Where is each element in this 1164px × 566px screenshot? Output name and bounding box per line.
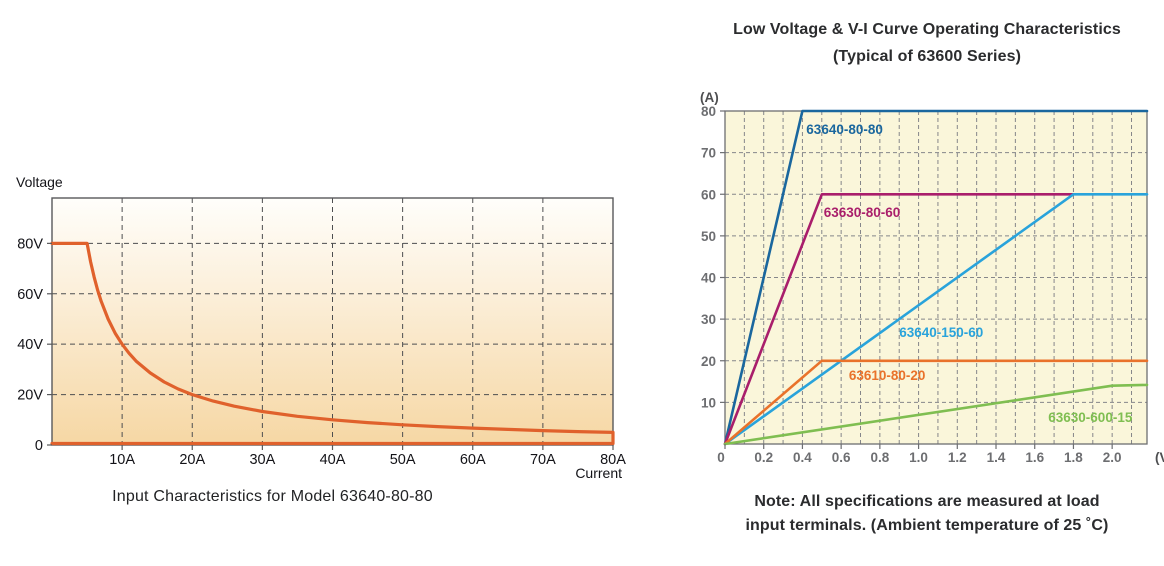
- right-x-tick-label: 0: [717, 450, 725, 465]
- left-y-tick-label: 40V: [17, 337, 43, 353]
- series-label-63640-80-80: 63640-80-80: [806, 122, 883, 137]
- right-y-tick-label: 80: [701, 104, 716, 119]
- left-x-tick-label: 60A: [460, 452, 486, 468]
- right-x-tick-label: 0.6: [832, 450, 851, 465]
- right-x-tick-label: 0.2: [754, 450, 773, 465]
- series-line-63630-80-60: [723, 193, 1075, 446]
- left-tick-labels: 10A 20A 30A 40A 50A 60A 70A 80A 80V 60V 40V 20V 0: [17, 236, 626, 468]
- series-label-63630-80-60: 63630-80-60: [824, 205, 901, 220]
- right-chart-title-line2: (Typical of 63600 Series): [832, 48, 1022, 65]
- right-chart-title: Low Voltage & V-I Curve Operating Charac…: [690, 16, 1164, 70]
- right-y-tick-label: 50: [701, 229, 716, 244]
- left-chart-svg: 10A 20A 30A 40A 50A 60A 70A 80A 80V 60V 40V 20V 0 Vol…: [16, 174, 626, 481]
- left-x-tick-label: 20A: [179, 452, 205, 468]
- series-line-63640-80-80: [723, 109, 1149, 446]
- right-y-tick-label: 70: [701, 146, 716, 161]
- left-chart-caption: Input Characteristics for Model 63640-80…: [112, 488, 433, 505]
- left-x-tick-label: 40A: [320, 452, 346, 468]
- right-x-tick-label: 2.0: [1103, 450, 1122, 465]
- left-x-tick-label: 50A: [390, 452, 416, 468]
- right-chart-note-line2: input terminals. (Ambient temperature of…: [745, 517, 1109, 534]
- right-x-tick-label: 1.4: [987, 450, 1006, 465]
- series-label-63630-600-15: 63630-600-15: [1048, 410, 1133, 425]
- series-line-63630-600-15: [723, 383, 1149, 446]
- right-x-tick-label: 1.8: [1064, 450, 1083, 465]
- right-x-tick-label: 1.2: [948, 450, 967, 465]
- left-envelope-curve: [50, 241, 615, 446]
- series-label-63610-80-20: 63610-80-20: [849, 368, 926, 383]
- left-x-tick-label: 80A: [600, 452, 626, 468]
- right-x-tick-label: 1.0: [909, 450, 928, 465]
- right-x-axis-unit: (V): [1155, 450, 1164, 465]
- left-x-tick-label: 30A: [249, 452, 275, 468]
- right-chart-note: Note: All specifications are measured at…: [690, 490, 1164, 538]
- left-y-axis-title: Voltage: [16, 174, 63, 190]
- left-y-tick-label: 60V: [17, 287, 43, 303]
- right-y-axis-unit: (A): [700, 90, 719, 105]
- right-chart-title-line1: Low Voltage & V-I Curve Operating Charac…: [733, 21, 1121, 38]
- left-y-tick-label: 20V: [17, 388, 43, 404]
- right-y-tick-label: 30: [701, 312, 716, 327]
- right-x-tick-label: 0.4: [793, 450, 812, 465]
- left-x-axis-title: Current: [575, 465, 622, 480]
- right-y-tick-label: 60: [701, 187, 716, 202]
- right-chart-note-line1: Note: All specifications are measured at…: [754, 493, 1100, 510]
- left-figure: 10A 20A 30A 40A 50A 60A 70A 80A 80V 60V 40V 20V 0 Vol…: [0, 165, 660, 481]
- series-line-63610-80-20: [723, 359, 1149, 446]
- left-x-tick-label: 10A: [109, 452, 135, 468]
- right-ticks: [720, 110, 1113, 449]
- left-y-tick-label: 0: [35, 438, 43, 454]
- right-x-tick-label: 1.6: [1025, 450, 1044, 465]
- right-y-tick-label: 20: [701, 354, 716, 369]
- right-x-tick-label: 0.8: [870, 450, 889, 465]
- right-figure: 63640-80-80 63630-80-60 63640-150-60 63610-…: [690, 88, 1164, 480]
- right-y-tick-label: 40: [701, 271, 716, 286]
- series-label-63640-150-60: 63640-150-60: [899, 325, 983, 340]
- right-chart-svg: 63640-80-80 63630-80-60 63640-150-60 63610-…: [700, 90, 1164, 465]
- left-x-tick-label: 70A: [530, 452, 556, 468]
- right-y-tick-label: 10: [701, 395, 716, 410]
- left-ticks: [47, 242, 614, 450]
- left-plot-background: [52, 198, 613, 445]
- left-y-tick-label: 80V: [17, 236, 43, 252]
- left-grid: [52, 198, 613, 445]
- right-tick-labels: 0 0.2 0.4 0.6 0.8 1.0 1.2 1.4 1.6 1.8 2.0 80 70 60 50 4…: [701, 104, 1122, 465]
